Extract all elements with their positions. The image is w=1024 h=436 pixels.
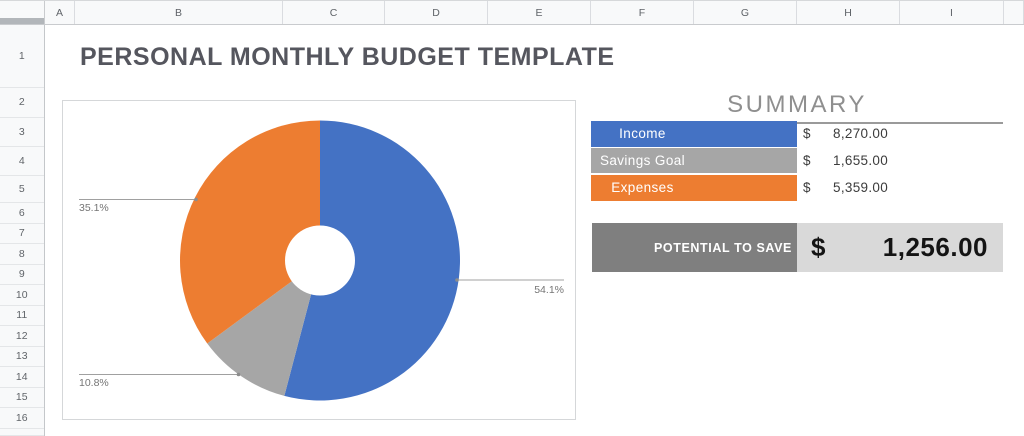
select-all-corner[interactable]	[0, 1, 45, 24]
summary-value-cell-savings-goal[interactable]: $ 1,655.00	[797, 148, 900, 174]
summary-value-cell-expenses[interactable]: $ 5,359.00	[797, 175, 900, 201]
summary-label-expenses: Expenses	[611, 180, 674, 195]
potential-to-save-amount: 1,256.00	[882, 232, 988, 262]
column-header-G[interactable]: G	[694, 1, 797, 24]
row-header-16[interactable]: 16	[0, 408, 44, 429]
row-header-12[interactable]: 12	[0, 326, 44, 347]
row-header-15[interactable]: 15	[0, 387, 44, 408]
currency-symbol: $	[811, 232, 826, 262]
summary-amount-income: 8,270.00	[833, 126, 888, 142]
row-header-11[interactable]: 11	[0, 305, 44, 326]
currency-symbol: $	[803, 152, 811, 168]
currency-symbol: $	[803, 126, 811, 142]
potential-to-save-label: POTENTIAL TO SAVE	[654, 240, 792, 255]
column-header-C[interactable]: C	[283, 1, 385, 24]
pie-label-income: 54.1%	[534, 284, 564, 296]
row-header-10[interactable]: 10	[0, 285, 44, 306]
pie-slice-expenses	[180, 120, 320, 344]
select-all-corner-triangle	[0, 18, 44, 24]
row-header-14[interactable]: 14	[0, 367, 44, 388]
callout-dot-savings-goal	[236, 372, 241, 377]
summary-heading-underline	[797, 122, 1003, 124]
row-gutter-border	[43, 25, 45, 436]
summary-value-cell-income[interactable]: $ 8,270.00	[797, 121, 900, 147]
potential-to-save-value-cell[interactable]: $ 1,256.00	[797, 223, 1003, 272]
donut-chart-canvas: 35.1% 54.1% 10.8%	[79, 120, 564, 401]
budget-donut-chart[interactable]: 35.1% 54.1% 10.8%	[62, 100, 576, 420]
row-header-9[interactable]: 9	[0, 264, 44, 285]
row-header-7[interactable]: 7	[0, 223, 44, 244]
potential-to-save-label-cell[interactable]: POTENTIAL TO SAVE	[592, 223, 797, 272]
callout-dot-expenses	[194, 197, 198, 202]
row-header-13[interactable]: 13	[0, 346, 44, 367]
column-header-D[interactable]: D	[385, 1, 488, 24]
summary-label-cell-expenses[interactable]: Expenses	[591, 174, 797, 201]
pie-slice-savings-goal	[207, 260, 320, 396]
sheet-top-border	[0, 0, 1024, 1]
column-header-B[interactable]: B	[75, 1, 283, 24]
column-header-I[interactable]: I	[900, 1, 1004, 24]
column-header-F[interactable]: F	[591, 1, 694, 24]
currency-symbol: $	[803, 180, 811, 195]
summary-heading[interactable]: SUMMARY	[727, 91, 867, 118]
summary-amount-savings-goal: 1,655.00	[833, 152, 888, 168]
pie-label-savings-goal: 10.8%	[79, 377, 109, 389]
column-header-partial[interactable]	[1004, 1, 1024, 24]
row-header-4[interactable]: 4	[0, 146, 44, 176]
summary-label-savings-goal: Savings Goal	[599, 152, 686, 168]
pie-slice-income	[284, 120, 460, 401]
summary-label-income: Income	[619, 126, 666, 142]
column-header-E[interactable]: E	[488, 1, 591, 24]
summary-amount-expenses: 5,359.00	[833, 180, 888, 195]
row-header-8[interactable]: 8	[0, 244, 44, 265]
row-header-partial[interactable]	[0, 428, 44, 436]
column-header-A[interactable]: A	[45, 1, 75, 24]
column-header-H[interactable]: H	[797, 1, 900, 24]
callout-dot-income	[455, 278, 459, 282]
row-header-5[interactable]: 5	[0, 175, 44, 203]
row-header-2[interactable]: 2	[0, 88, 44, 118]
row-header-6[interactable]: 6	[0, 203, 44, 224]
summary-label-cell-income[interactable]: Income	[591, 121, 797, 147]
header-bottom-border	[0, 24, 1024, 25]
donut-hole	[285, 225, 355, 296]
row-header-3[interactable]: 3	[0, 117, 44, 147]
row-header-1[interactable]: 1	[0, 25, 44, 88]
page-title[interactable]: PERSONAL MONTHLY BUDGET TEMPLATE	[80, 43, 615, 71]
pie-label-expenses: 35.1%	[79, 202, 109, 214]
summary-label-cell-savings-goal[interactable]: Savings Goal	[591, 147, 797, 173]
